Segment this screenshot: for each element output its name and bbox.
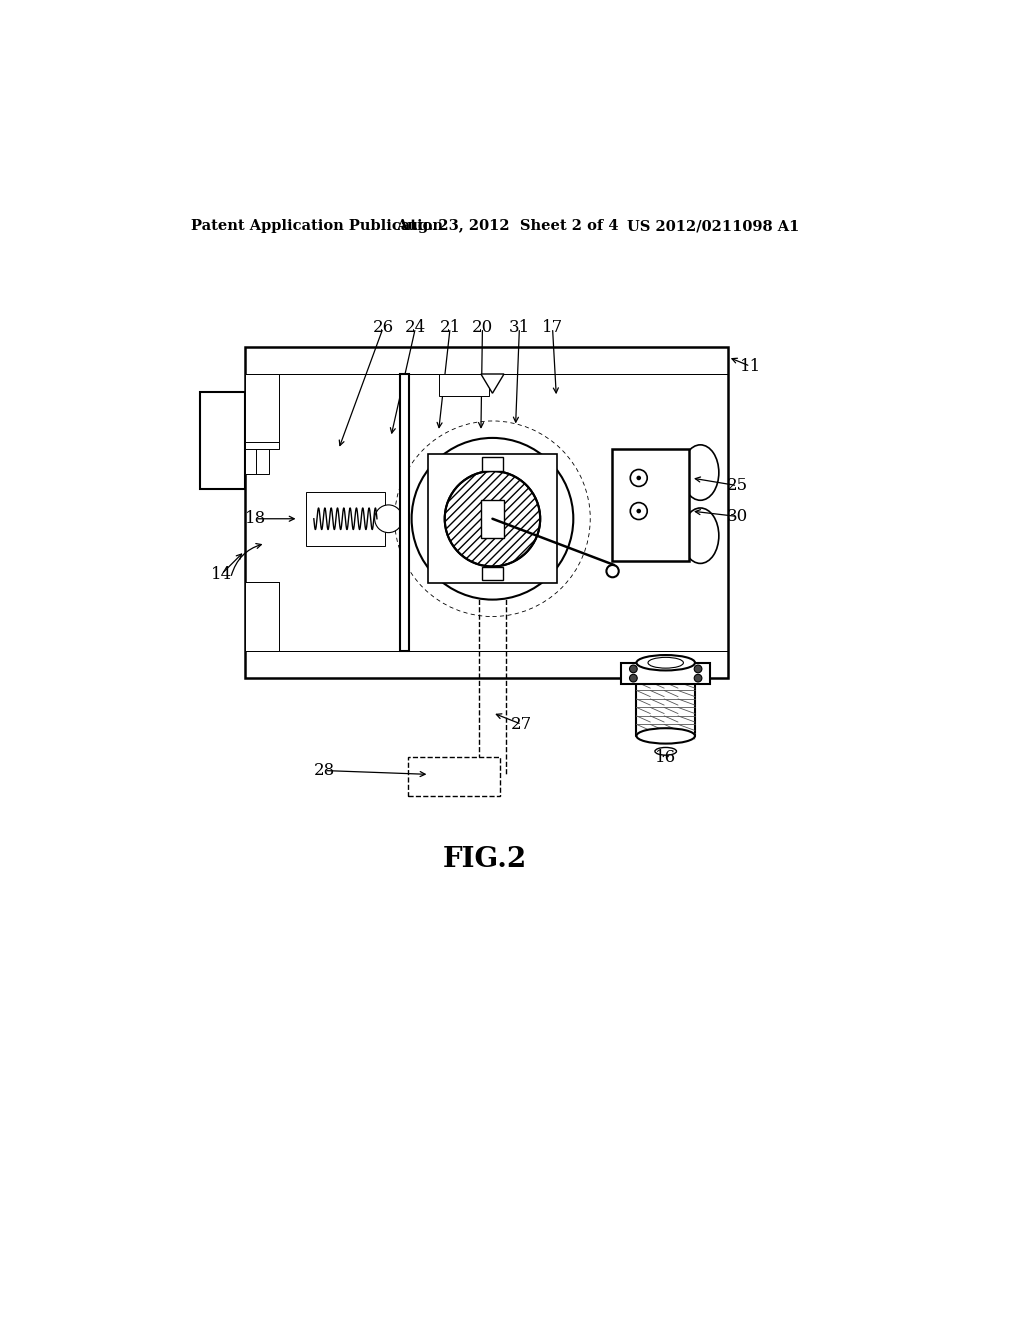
Circle shape: [444, 471, 541, 566]
Text: 14: 14: [211, 566, 232, 582]
Text: 25: 25: [727, 477, 748, 494]
Bar: [200, 392, 245, 488]
Text: 11: 11: [739, 358, 761, 375]
Bar: [481, 566, 503, 581]
Bar: [438, 374, 488, 396]
Bar: [428, 454, 557, 583]
Bar: [245, 374, 280, 442]
Text: Aug. 23, 2012  Sheet 2 of 4: Aug. 23, 2012 Sheet 2 of 4: [396, 219, 618, 234]
Bar: [408, 758, 500, 796]
Circle shape: [637, 508, 641, 513]
Text: 27: 27: [511, 715, 532, 733]
Circle shape: [630, 675, 637, 682]
Text: 30: 30: [727, 508, 748, 525]
Circle shape: [630, 665, 637, 673]
Circle shape: [412, 438, 573, 599]
Bar: [611, 450, 689, 561]
Bar: [245, 347, 728, 678]
Circle shape: [694, 665, 701, 673]
Bar: [481, 499, 504, 539]
Ellipse shape: [655, 747, 677, 755]
Circle shape: [694, 675, 701, 682]
Bar: [481, 457, 503, 471]
Text: 18: 18: [245, 511, 266, 527]
Text: 31: 31: [509, 319, 530, 337]
Circle shape: [375, 504, 402, 532]
Text: 16: 16: [655, 748, 676, 766]
Bar: [245, 442, 280, 449]
Text: 17: 17: [542, 319, 563, 337]
Text: 24: 24: [404, 319, 426, 337]
Bar: [245, 405, 269, 474]
Polygon shape: [481, 374, 504, 393]
Text: 26: 26: [373, 319, 393, 337]
Text: US 2012/0211098 A1: US 2012/0211098 A1: [628, 219, 800, 234]
Bar: [400, 374, 410, 651]
Bar: [306, 492, 385, 545]
Ellipse shape: [637, 729, 695, 743]
Text: FIG.2: FIG.2: [442, 846, 527, 873]
Text: Patent Application Publication: Patent Application Publication: [190, 219, 442, 234]
Text: 20: 20: [472, 319, 494, 337]
Circle shape: [637, 475, 641, 480]
Bar: [621, 663, 711, 684]
Text: 28: 28: [314, 762, 335, 779]
Bar: [245, 582, 280, 651]
Ellipse shape: [637, 655, 695, 671]
Bar: [245, 396, 256, 474]
Text: 21: 21: [439, 319, 461, 337]
